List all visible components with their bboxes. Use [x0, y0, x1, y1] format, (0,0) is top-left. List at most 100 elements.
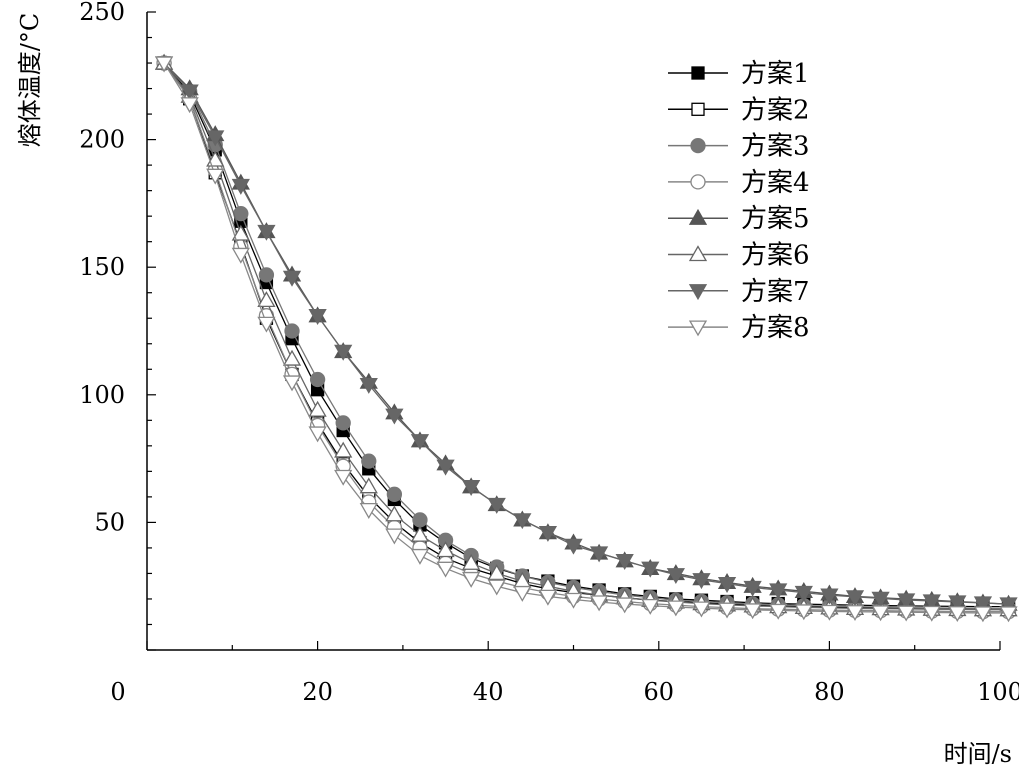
legend-marker: [690, 137, 706, 154]
legend-label: 方案2: [741, 95, 810, 125]
series-point: [845, 590, 865, 607]
series-point: [999, 597, 1018, 614]
legend-item: 方案2: [668, 95, 810, 125]
series-point: [334, 441, 353, 458]
legend-label: 方案8: [741, 313, 810, 343]
series-point: [897, 605, 916, 622]
series-point: [973, 596, 993, 613]
series-point: [359, 502, 378, 519]
plot-area: [154, 53, 1018, 623]
y-axis-label: 熔体温度/°C: [16, 13, 44, 147]
legend-item: 方案7: [668, 277, 810, 307]
series-8: [154, 56, 1018, 623]
series-point: [794, 604, 813, 621]
series-point: [948, 595, 967, 612]
series-point: [231, 178, 250, 195]
series-point: [487, 564, 506, 581]
series-point: [922, 605, 941, 622]
series-point: [666, 568, 685, 585]
legend-marker: [688, 320, 708, 337]
series-point: [487, 497, 506, 514]
x-tick-label: 0: [110, 678, 125, 706]
series-point: [180, 97, 199, 114]
series-point: [820, 588, 839, 605]
series-point: [334, 469, 353, 486]
series-line: [163, 62, 1009, 614]
series-point: [564, 592, 583, 609]
series-point: [743, 580, 762, 597]
series-point: [335, 415, 351, 431]
series-point: [999, 606, 1018, 623]
series-point: [462, 480, 481, 496]
series-7: [154, 56, 1018, 614]
series-point: [436, 561, 455, 578]
series-point: [820, 604, 839, 621]
series-point: [361, 453, 377, 469]
series-point: [386, 486, 403, 502]
series-point: [257, 291, 276, 308]
series-point: [743, 603, 762, 620]
y-tick-label: 150: [79, 253, 125, 281]
series-point: [359, 377, 378, 394]
x-tick-label: 100: [977, 678, 1019, 706]
series-point: [282, 375, 302, 392]
series-line: [163, 62, 1009, 610]
axes: 50 100 150 200 250 0 20 40 60 80 100: [79, 0, 1019, 706]
legend-label: 方案5: [741, 204, 810, 234]
series-point: [257, 316, 276, 333]
series-point: [769, 603, 788, 620]
series-point: [206, 130, 225, 147]
legend-item: 方案5: [668, 204, 810, 234]
series-point: [410, 525, 430, 542]
legend-marker: [688, 245, 708, 262]
series-point: [692, 601, 711, 618]
series-point: [180, 84, 199, 101]
x-tick-label: 40: [473, 678, 504, 706]
series-point: [334, 344, 353, 361]
series-point: [717, 576, 737, 593]
series-point: [794, 585, 813, 602]
series-point: [257, 224, 276, 241]
series-point: [385, 408, 404, 425]
legend-marker: [691, 102, 705, 116]
legend-item: 方案3: [668, 132, 810, 162]
legend-item: 方案1: [668, 59, 810, 89]
series-point: [538, 525, 558, 542]
legend-marker: [691, 66, 705, 80]
series-point: [487, 579, 506, 596]
series-point: [282, 349, 302, 366]
series-line: [163, 62, 1009, 613]
legend-marker: [688, 208, 708, 225]
series-point: [308, 426, 327, 443]
series-point: [231, 247, 250, 264]
y-tick-label: 200: [79, 126, 125, 154]
series-point: [258, 267, 275, 283]
series-point: [513, 513, 532, 530]
legend-label: 方案6: [741, 241, 810, 271]
series-point: [385, 528, 404, 545]
series-point: [973, 606, 993, 623]
legend-label: 方案3: [741, 132, 810, 162]
series-point: [513, 585, 532, 602]
series-line: [163, 62, 1009, 605]
series-point: [412, 512, 428, 528]
series-point: [436, 541, 455, 558]
legend-label: 方案4: [741, 168, 810, 198]
series-point: [154, 56, 174, 73]
x-axis-label: 时间/s: [944, 740, 1012, 768]
series-point: [308, 309, 327, 325]
series-point: [410, 434, 430, 451]
series-point: [641, 598, 660, 615]
x-tick-label: 80: [814, 678, 845, 706]
series-point: [871, 605, 890, 622]
series-point: [410, 548, 430, 565]
series-point: [692, 573, 711, 590]
series-point: [845, 605, 865, 622]
y-tick-label: 50: [94, 508, 125, 536]
series-point: [897, 593, 916, 610]
series-point: [615, 554, 634, 570]
legend: 方案1 方案2 方案3 方案4 方案5 方案6 方案7 方案8: [668, 59, 810, 343]
series-point: [282, 270, 302, 287]
